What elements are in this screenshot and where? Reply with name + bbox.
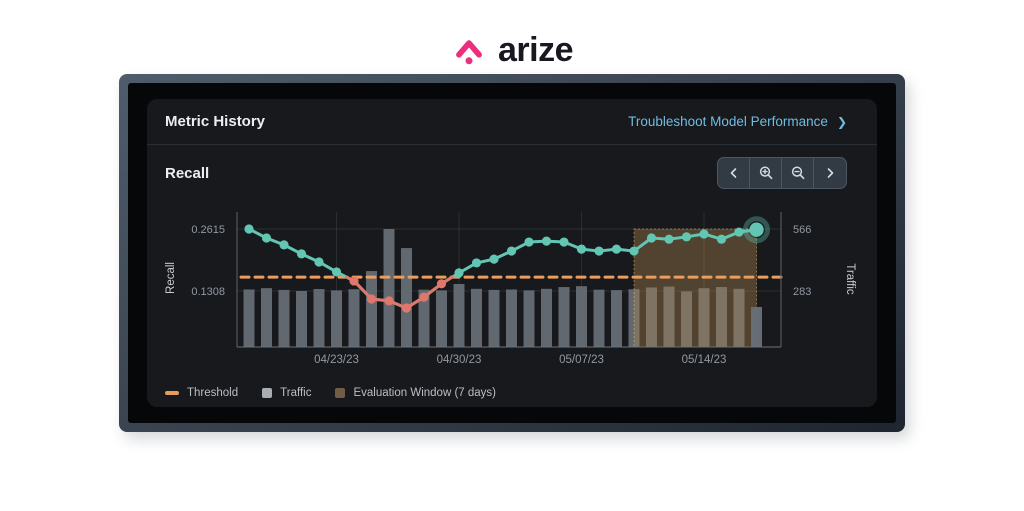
arize-caret-icon (456, 40, 482, 65)
legend-label: Traffic (280, 387, 312, 399)
chevron-left-icon (730, 168, 736, 178)
legend-item: Traffic (262, 387, 311, 399)
legend-label: Threshold (187, 387, 239, 399)
pan-left-button[interactable] (718, 158, 750, 188)
legend-swatch-square (262, 388, 273, 398)
chevron-right-icon (827, 168, 834, 178)
brand-logo: arize (0, 0, 1024, 67)
brand-name: arize (498, 31, 574, 69)
metric-title: Recall (165, 164, 210, 182)
pan-right-button[interactable] (814, 158, 846, 188)
svg-text:566: 566 (793, 224, 811, 236)
zoom-in-icon (759, 166, 772, 180)
chart-area: 0.2615 0.1308 566 283 Recall Traffic 04/23/23 0… (147, 201, 877, 377)
svg-text:0.2615: 0.2615 (191, 224, 225, 236)
svg-text:05/07/23: 05/07/23 (559, 354, 604, 366)
chart-legend: Threshold Traffic Evaluation Window (7 day… (147, 377, 877, 399)
svg-text:Recall: Recall (165, 262, 177, 294)
svg-text:Traffic: Traffic (844, 263, 856, 295)
troubleshoot-link[interactable]: Troubleshoot Model Performance ❯ (628, 114, 847, 129)
svg-text:04/23/23: 04/23/23 (314, 354, 359, 366)
zoom-out-button[interactable] (782, 158, 814, 188)
chart-toolbar-row: Recall (147, 145, 877, 201)
page-title: Metric History (165, 113, 266, 130)
zoom-in-button[interactable] (750, 158, 782, 188)
dashboard-frame-inner: Metric History Troubleshoot Model Perfor… (128, 83, 896, 423)
card-header: Metric History Troubleshoot Model Perfor… (147, 99, 877, 145)
metric-history-chart: 0.2615 0.1308 566 283 Recall Traffic 04/23/23 0… (165, 212, 856, 366)
zoom-out-icon (791, 166, 804, 180)
metric-history-card: Metric History Troubleshoot Model Perfor… (147, 99, 877, 407)
legend-swatch-square (335, 388, 346, 398)
svg-text:0.1308: 0.1308 (191, 286, 225, 298)
dashboard-frame: Metric History Troubleshoot Model Perfor… (119, 74, 905, 432)
legend-label: Evaluation Window (7 days) (353, 387, 496, 399)
troubleshoot-link-label: Troubleshoot Model Performance (628, 114, 828, 129)
chevron-right-icon: ❯ (836, 115, 847, 129)
svg-text:05/14/23: 05/14/23 (682, 354, 727, 366)
legend-item: Evaluation Window (7 days) (335, 387, 496, 399)
legend-item: Threshold (165, 387, 238, 399)
svg-text:04/30/23: 04/30/23 (437, 354, 482, 366)
svg-text:283: 283 (793, 286, 811, 298)
chart-zoom-controls (717, 157, 847, 189)
legend-swatch-dash (165, 391, 179, 395)
